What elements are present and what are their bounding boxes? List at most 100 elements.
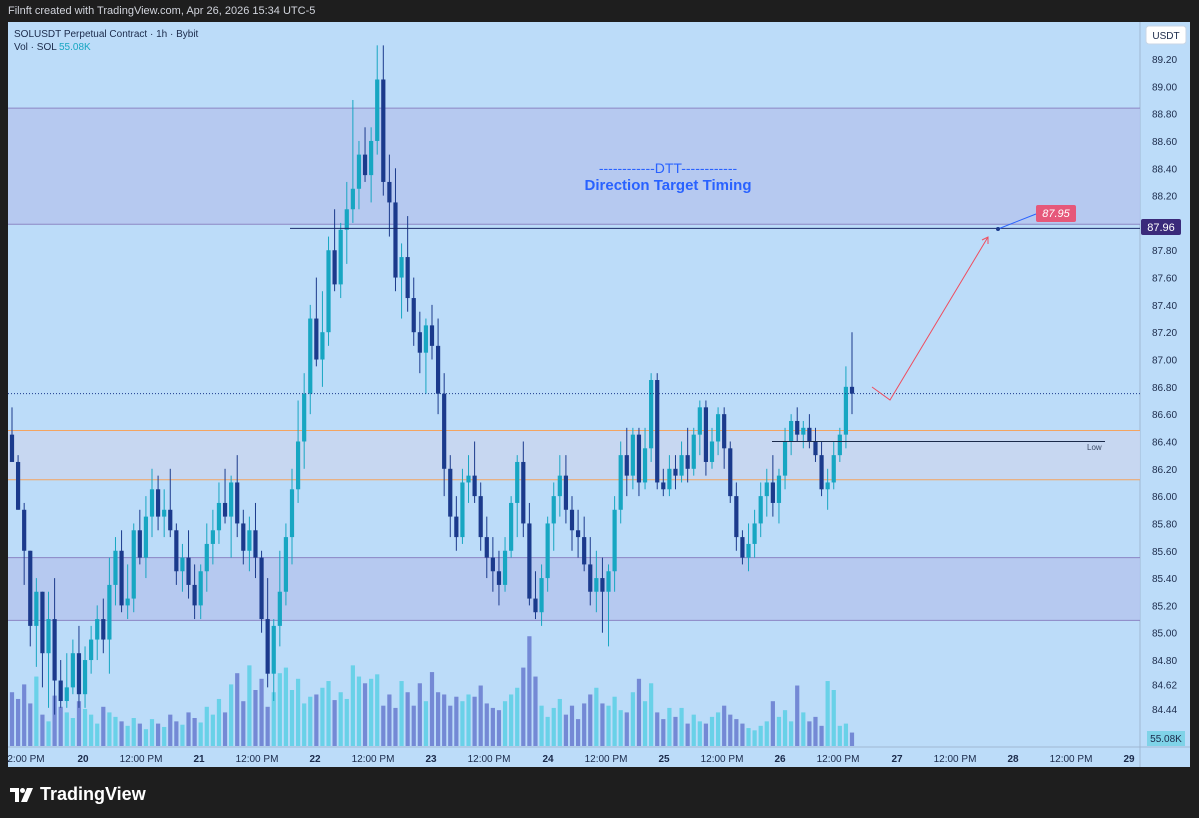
volume-bar [515,687,520,746]
volume-bar [9,692,15,746]
volume-bar [454,696,459,746]
volume-bar [752,730,757,746]
volume-bar [502,701,508,746]
time-tick-label: 22 [309,754,321,765]
time-axis-ticks: 2:00 PM 20 12:00 PM 21 12:00 PM 22 12:00 PM 23 1… [7,754,1135,765]
volume-bar [204,706,209,746]
candle-body [399,257,404,278]
current-price-text: 87.96 [1147,222,1175,234]
candle-body [618,455,623,510]
volume-bar [283,667,289,746]
candle-body [149,489,155,517]
time-tick-label: 21 [193,754,205,765]
volume-bar [192,718,197,746]
volume-bar [484,703,489,746]
candle-body [472,475,477,497]
volume-bar [527,636,532,746]
volume-bar [722,705,727,746]
volume-bar [308,696,313,746]
candle-body [22,509,27,551]
volume-bar [685,723,690,746]
volume-bar [776,716,782,746]
volume-bar [843,723,849,746]
volume-price-badge [1147,731,1185,746]
volume-bar [356,676,362,746]
volume-bar [369,678,374,746]
volume-bar [740,723,745,746]
candle-body [58,680,63,702]
volume-bar [362,683,368,746]
price-tick-label: 88.80 [1152,110,1177,121]
price-tick-label: 84.62 [1152,681,1177,692]
candle-body [649,380,654,449]
candle-body [801,427,806,435]
volume-bar [551,707,556,746]
price-tick-label: 84.80 [1152,656,1177,667]
price-chart[interactable]: ------------DTT------------ Direction Ta… [0,22,1199,770]
volume-bar [265,706,270,746]
volume-bar [387,694,392,746]
volume-bar [661,719,666,746]
volume-bar [667,707,672,746]
volume-legend-label[interactable]: Vol · SOL [14,42,57,53]
candle-body [454,516,459,538]
candle-body [180,557,185,572]
volume-bar [679,707,684,746]
projection-arrowhead [981,236,989,244]
volume-bar [198,722,203,746]
currency-button-label: USDT [1152,31,1179,42]
currency-button[interactable] [1145,25,1187,45]
volume-bar [594,687,599,746]
volume-bar [271,692,276,746]
price-tick-label: 85.60 [1152,547,1177,558]
candle-body [758,496,763,524]
candle-body [143,516,149,558]
candle-body [362,154,368,176]
candle-body [490,557,495,572]
candle-body [795,420,800,435]
volume-bar [40,714,45,746]
volume-bar [338,692,343,746]
candle-body [484,537,489,558]
candle-body [703,407,709,462]
candle-body [198,571,203,606]
candle-body [807,427,812,442]
candle-body [551,496,556,524]
candle-body [776,475,782,503]
candle-body [247,530,252,551]
candle-body [575,530,581,538]
volume-legend-value: 55.08K [59,42,91,53]
volume-bar [411,705,416,746]
volume-bar [642,701,648,746]
volume-bar [241,701,246,746]
candle-body [241,523,246,551]
tradingview-logo[interactable]: TradingView [10,784,146,805]
symbol-legend[interactable]: SOLUSDT Perpetual Contract · 1h · Bybit [14,29,199,40]
candle-body [289,489,295,538]
candle-body [606,571,611,592]
volume-bar [302,703,307,746]
volume-bar [186,712,191,746]
volume-bar [76,701,82,746]
volume-bar [703,723,709,746]
low-label: Low [1087,443,1102,452]
volume-bar [630,692,635,746]
candle-body [15,461,21,510]
volume-bar [782,710,788,746]
candle-body [375,79,380,141]
price-tick-label: 87.80 [1152,246,1177,257]
candle-body [612,509,617,572]
candle-body [509,502,514,551]
candle-body [722,414,727,449]
volume-bar [101,706,106,746]
zone-0 [8,108,1140,225]
volume-bar [600,703,605,746]
candle-body [222,502,228,517]
time-tick-label: 26 [774,754,786,765]
time-tick-label: 12:00 PM [701,754,744,765]
price-tick-label: 86.80 [1152,383,1177,394]
candle-body [764,482,769,497]
candle-body [709,441,715,462]
candle-body [636,434,642,483]
candle-body [563,475,569,510]
